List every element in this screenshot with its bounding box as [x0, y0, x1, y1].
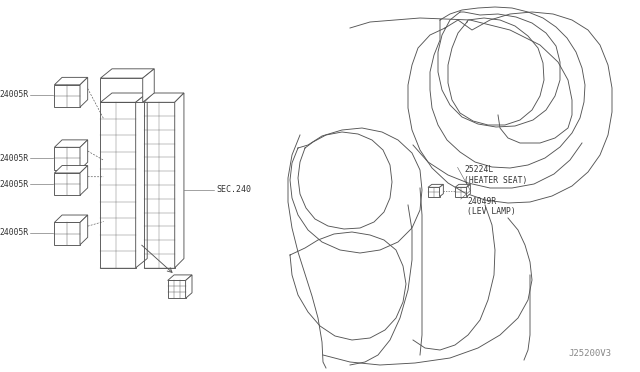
Polygon shape [428, 185, 444, 187]
Polygon shape [455, 185, 470, 187]
Text: 24005R: 24005R [0, 228, 29, 237]
Polygon shape [80, 77, 88, 107]
Polygon shape [186, 275, 192, 298]
Text: SEC.240: SEC.240 [216, 185, 252, 194]
Polygon shape [467, 185, 470, 197]
Polygon shape [168, 275, 192, 280]
Polygon shape [100, 69, 154, 78]
Polygon shape [136, 93, 147, 268]
Polygon shape [440, 185, 444, 197]
Text: 24005R: 24005R [0, 154, 29, 163]
Polygon shape [54, 166, 88, 173]
Polygon shape [175, 93, 184, 268]
Polygon shape [54, 140, 88, 147]
Text: 25224L
(HEATER SEAT): 25224L (HEATER SEAT) [464, 165, 527, 185]
Polygon shape [54, 215, 88, 222]
Text: 24005R: 24005R [0, 90, 29, 99]
Polygon shape [143, 69, 154, 102]
Polygon shape [100, 93, 147, 102]
Text: 24049R
(LEV LAMP): 24049R (LEV LAMP) [467, 197, 516, 216]
Text: 24005R: 24005R [0, 180, 29, 189]
Polygon shape [144, 93, 184, 102]
Polygon shape [80, 166, 88, 195]
Text: J25200V3: J25200V3 [568, 349, 611, 358]
Polygon shape [54, 77, 88, 85]
Polygon shape [80, 215, 88, 245]
Polygon shape [80, 140, 88, 170]
